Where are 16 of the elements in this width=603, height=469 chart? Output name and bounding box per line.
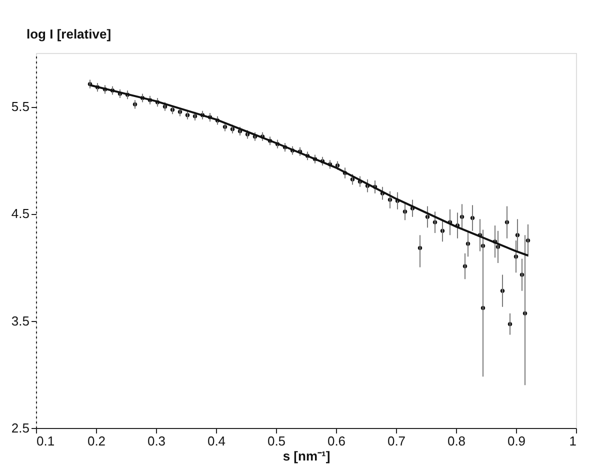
y-axis-title: log I [relative] [26,26,112,42]
x-tick-label: 0.6 [327,434,346,448]
y-tick-label: 2.5 [11,420,30,436]
y-tick-label: 5.5 [11,99,30,114]
x-tick-label: 1 [569,434,576,448]
x-axis-title: s [nm⁻¹] [282,448,330,464]
x-tick-label: 0.7 [387,434,406,448]
x-tick-label: 0.8 [447,434,466,448]
x-tick-label: 0.9 [507,434,526,448]
y-tick-label: 3.5 [11,313,30,328]
x-tick-label: 0.4 [207,434,226,448]
x-tick-label: 0.5 [267,434,286,448]
y-tick-label: 4.5 [11,206,30,222]
x-tick-label: 0.3 [147,434,166,448]
x-tick-label: 0.2 [87,434,106,448]
x-tick-label: 0.1 [36,434,55,448]
